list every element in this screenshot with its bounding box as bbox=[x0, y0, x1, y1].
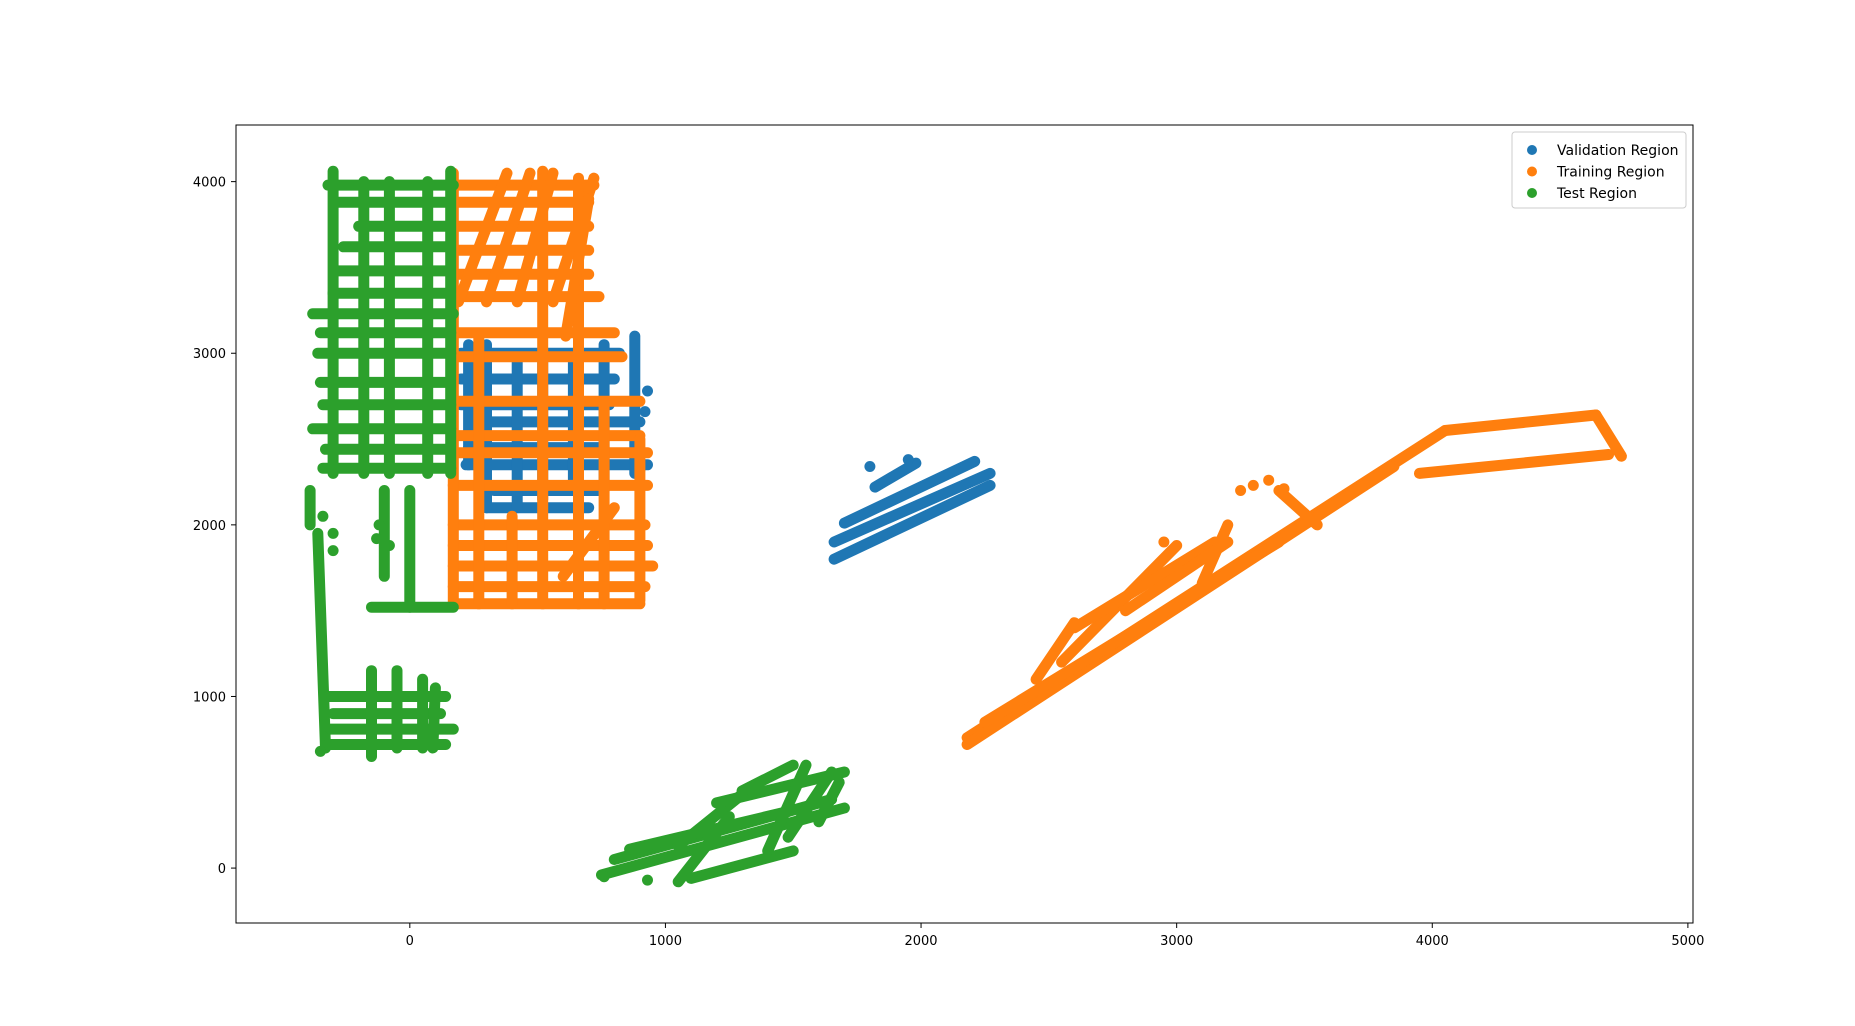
y-tick-label: 3000 bbox=[193, 347, 226, 362]
series-2 bbox=[304, 165, 850, 888]
series-1-path bbox=[1414, 449, 1615, 479]
series-2-path bbox=[762, 759, 812, 857]
legend-marker-0 bbox=[1527, 145, 1537, 155]
y-tick-label: 1000 bbox=[193, 690, 226, 705]
series-1-path bbox=[481, 167, 536, 308]
series-2-path bbox=[672, 811, 735, 888]
series-2-path bbox=[427, 682, 441, 754]
series-2-point bbox=[373, 519, 385, 531]
series-0-path bbox=[838, 455, 981, 529]
x-tick-label: 5000 bbox=[1671, 934, 1704, 949]
series-1 bbox=[447, 165, 1627, 750]
series-1-path bbox=[1590, 409, 1627, 462]
y-tick-label: 0 bbox=[218, 862, 226, 877]
legend-marker-2 bbox=[1527, 188, 1537, 198]
series-1-point bbox=[1247, 479, 1259, 491]
legend: Validation Region Training Region Test Reg… bbox=[1511, 131, 1687, 209]
y-tick-label: 2000 bbox=[193, 519, 226, 534]
plot-area bbox=[304, 165, 1627, 888]
x-tick-label: 3000 bbox=[1160, 934, 1193, 949]
series-0-point bbox=[864, 461, 876, 472]
series-2-path bbox=[624, 806, 794, 855]
series-1-path bbox=[1439, 409, 1602, 436]
series-2-point bbox=[383, 540, 395, 551]
series-1-point bbox=[1158, 536, 1170, 548]
series-2-path bbox=[736, 759, 799, 797]
series-2-point bbox=[317, 510, 329, 522]
x-tick-label: 4000 bbox=[1416, 934, 1449, 949]
series-1-path bbox=[557, 502, 620, 582]
series-0-point bbox=[642, 385, 653, 397]
series-2-point bbox=[598, 871, 610, 883]
series-0-point bbox=[639, 406, 651, 418]
y-tick-label: 4000 bbox=[193, 176, 226, 191]
series-2-point bbox=[642, 874, 653, 886]
series-1-point bbox=[1278, 483, 1290, 495]
legend-box bbox=[1511, 131, 1687, 209]
series-1-path bbox=[1273, 485, 1323, 531]
legend-marker-1 bbox=[1527, 166, 1537, 177]
series-2-path bbox=[813, 776, 845, 828]
series-1-point bbox=[1263, 474, 1275, 486]
series-2-path bbox=[312, 527, 331, 754]
series-0-path bbox=[828, 479, 996, 565]
legend-label-1: Training Region bbox=[1556, 165, 1665, 181]
plot-frame bbox=[235, 124, 1694, 924]
series-1-path bbox=[1030, 617, 1080, 685]
series-1-path bbox=[560, 193, 595, 342]
series-1-point bbox=[1235, 485, 1247, 496]
x-tick-label: 2000 bbox=[904, 934, 937, 949]
series-0-path bbox=[828, 467, 996, 548]
series-2-path bbox=[782, 766, 838, 843]
x-axis: 0 1000 2000 3000 4000 5000 bbox=[406, 923, 1704, 949]
legend-label-2: Test Region bbox=[1556, 186, 1637, 202]
series-0-path bbox=[869, 457, 922, 493]
series-1-path bbox=[979, 536, 1285, 728]
series-2-path bbox=[685, 845, 799, 884]
series-1-path bbox=[1196, 519, 1234, 589]
x-tick-label: 1000 bbox=[649, 934, 682, 949]
series-layer bbox=[304, 165, 1627, 888]
series-2-point bbox=[314, 745, 326, 757]
series-2-point bbox=[327, 545, 339, 557]
series-1-path bbox=[452, 167, 513, 308]
legend-label-0: Validation Region bbox=[1557, 143, 1679, 159]
series-2-point bbox=[327, 527, 339, 539]
series-2-point bbox=[371, 533, 383, 545]
series-0-point bbox=[902, 454, 914, 466]
y-axis: 0 1000 2000 3000 4000 bbox=[193, 176, 236, 877]
series-1-path bbox=[1068, 536, 1221, 634]
x-tick-label: 0 bbox=[406, 934, 414, 949]
series-1-path bbox=[511, 167, 559, 308]
